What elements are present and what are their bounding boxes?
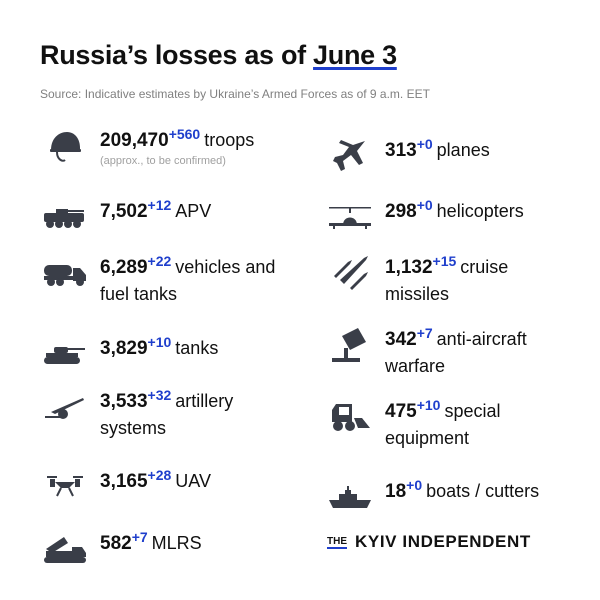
boats-label: boats / cutters: [426, 481, 540, 501]
artillery-value: 3,533: [100, 391, 148, 412]
stat-mlrs: 582+7 MLRS: [40, 529, 202, 570]
stat-helicopters: 298+0 helicopters: [325, 197, 524, 238]
stat-apv: 7,502+12 APV: [40, 197, 212, 238]
tanks-value: 3,829: [100, 338, 148, 359]
uav-label: UAV: [175, 471, 211, 491]
stat-planes: 313+0 planes: [325, 136, 490, 177]
anti-aircraft-value: 342: [385, 329, 417, 350]
apv-delta: +12: [147, 197, 172, 213]
uav-delta: +28: [147, 467, 172, 483]
stat-boats: 18+0 boats / cutters: [325, 477, 540, 518]
boats-value: 18: [385, 481, 407, 502]
helicopters-value: 298: [385, 201, 417, 222]
mlrs-delta: +7: [131, 529, 148, 545]
troops-note: (approx., to be confirmed): [100, 155, 226, 167]
missiles-value: 1,132: [385, 257, 433, 278]
artillery-label: artillery systems: [100, 391, 234, 438]
stat-special-equipment: 475+10 special equipment: [325, 397, 565, 451]
missiles-icon: [325, 254, 375, 294]
helicopters-label: helicopters: [436, 201, 524, 221]
stat-tanks: 3,829+10 tanks: [40, 334, 219, 375]
uav-value: 3,165: [100, 471, 148, 492]
plane-icon: [325, 137, 375, 177]
logo-the: THE: [327, 535, 347, 549]
fuel-truck-icon: [40, 254, 90, 294]
apv-icon: [40, 198, 90, 238]
vehicles-delta: +22: [147, 253, 172, 269]
planes-delta: +0: [416, 136, 433, 152]
title-date: June 3: [313, 40, 397, 70]
boats-delta: +0: [406, 477, 423, 493]
troops-delta: +560: [168, 126, 201, 142]
vehicles-value: 6,289: [100, 257, 148, 278]
ship-icon: [325, 478, 375, 518]
special-label: special equipment: [385, 401, 501, 448]
tanks-delta: +10: [147, 334, 172, 350]
page-title: Russia’s losses as of June 3: [40, 40, 397, 71]
anti-aircraft-delta: +7: [416, 325, 433, 341]
artillery-delta: +32: [147, 387, 172, 403]
anti-aircraft-icon: [325, 326, 375, 366]
source-note: Source: Indicative estimates by Ukraine’…: [40, 87, 430, 101]
helmet-icon: [40, 127, 90, 167]
mlrs-label: MLRS: [151, 533, 202, 553]
troops-label: troops: [204, 130, 255, 150]
stat-uav: 3,165+28 UAV: [40, 467, 211, 508]
mlrs-value: 582: [100, 533, 132, 554]
helicopters-delta: +0: [416, 197, 433, 213]
bulldozer-icon: [325, 398, 375, 438]
tanks-label: tanks: [175, 338, 219, 358]
drone-icon: [40, 468, 90, 508]
planes-value: 313: [385, 140, 417, 161]
apv-label: APV: [175, 201, 212, 221]
special-delta: +10: [416, 397, 441, 413]
helicopter-icon: [325, 198, 375, 238]
planes-label: planes: [436, 140, 490, 160]
logo-name: KYIV INDEPENDENT: [355, 532, 531, 551]
artillery-icon: [40, 388, 90, 428]
title-prefix: Russia’s losses as of: [40, 40, 314, 70]
stat-vehicles: 6,289+22 vehicles and fuel tanks: [40, 253, 280, 307]
stat-anti-aircraft: 342+7 anti-aircraft warfare: [325, 325, 585, 379]
special-value: 475: [385, 401, 417, 422]
stat-missiles: 1,132+15 cruise missiles: [325, 253, 565, 307]
tank-icon: [40, 335, 90, 375]
missiles-label: cruise missiles: [385, 257, 509, 304]
apv-value: 7,502: [100, 201, 148, 222]
stat-artillery: 3,533+32 artillery systems: [40, 387, 280, 441]
kyiv-independent-logo: THE KYIV INDEPENDENT: [327, 532, 531, 552]
stat-troops: 209,470+560 troops (approx., to be confirm…: [40, 126, 255, 168]
vehicles-label: vehicles and fuel tanks: [100, 257, 276, 304]
mlrs-icon: [40, 530, 90, 570]
missiles-delta: +15: [432, 253, 457, 269]
troops-value: 209,470: [100, 130, 169, 151]
anti-aircraft-label: anti-aircraft warfare: [385, 329, 527, 376]
